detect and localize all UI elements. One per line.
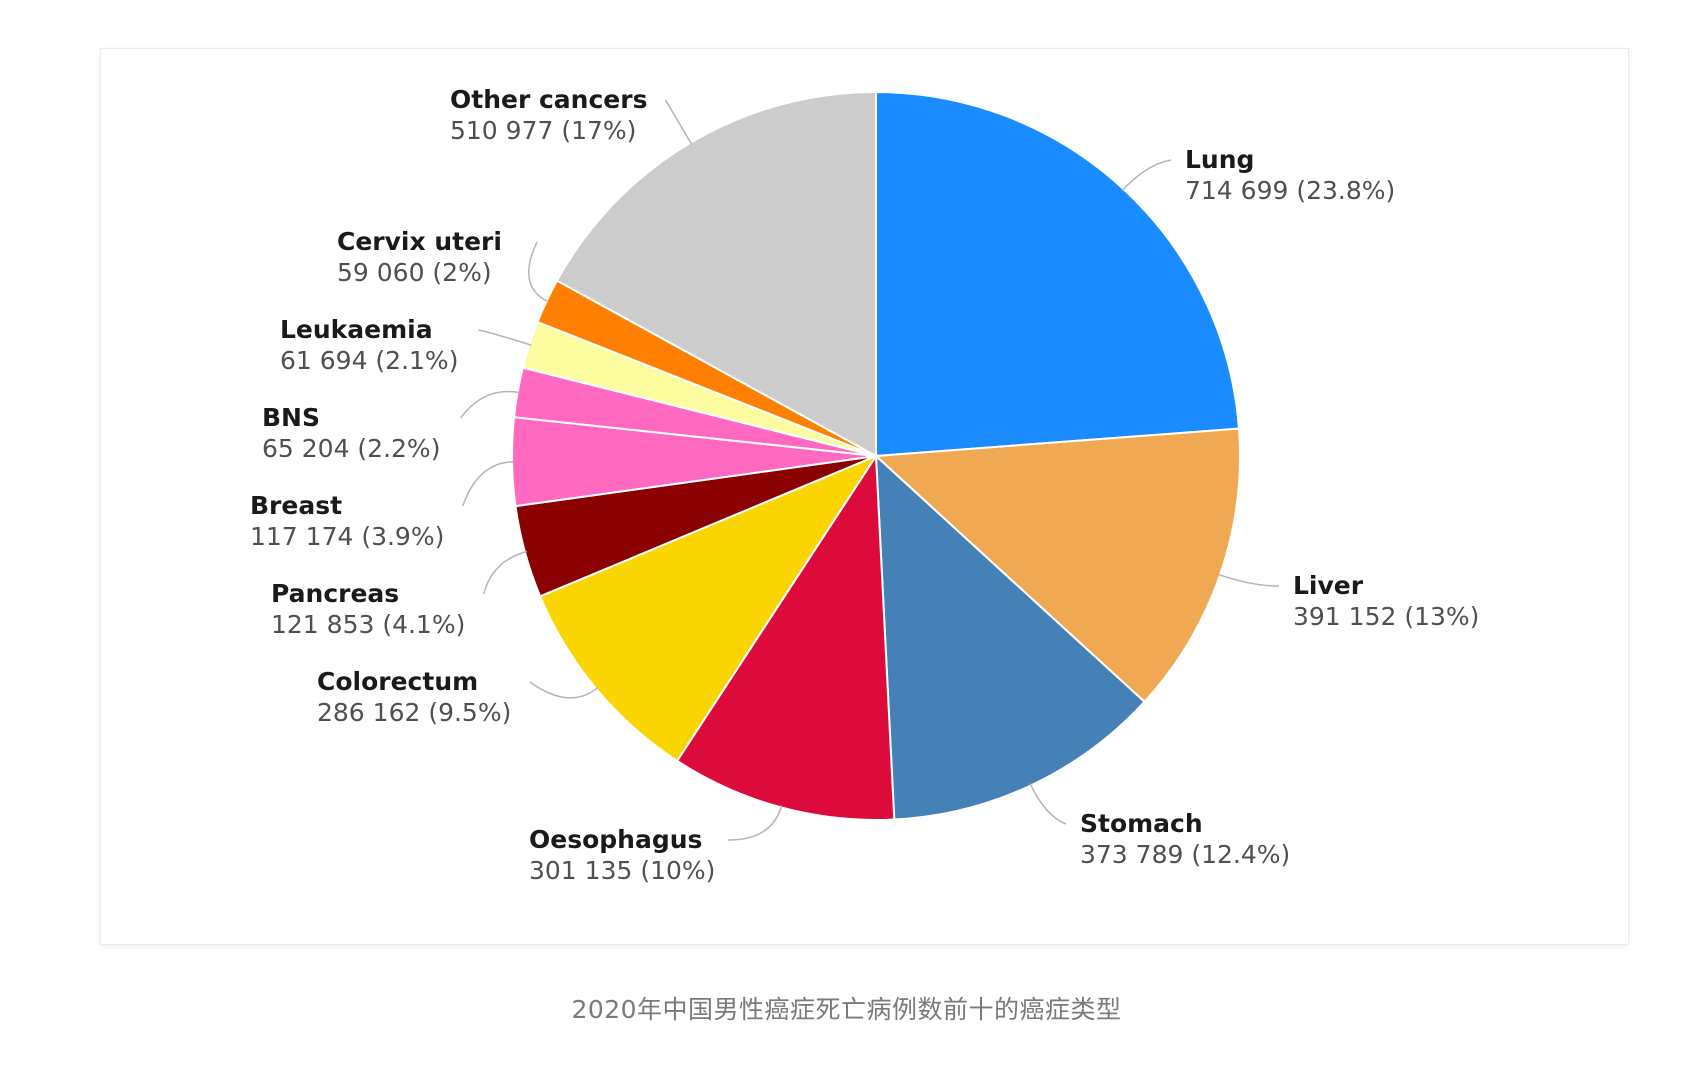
label-value-liver: 391 152 (13%): [1293, 602, 1479, 631]
figure-caption: 2020年中国男性癌症死亡病例数前十的癌症类型: [571, 995, 1122, 1024]
label-name-pancreas: Pancreas: [271, 579, 399, 608]
leader-line-other-cancers: [664, 99, 693, 145]
pie-slices: [511, 90, 1241, 821]
label-value-other-cancers: 510 977 (17%): [450, 116, 636, 145]
leader-line-leukaemia: [478, 329, 532, 346]
label-value-pancreas: 121 853 (4.1%): [271, 610, 465, 639]
label-name-liver: Liver: [1293, 571, 1364, 600]
leader-line-bns: [459, 390, 520, 419]
label-name-stomach: Stomach: [1080, 809, 1203, 838]
label-value-cervix-uteri: 59 060 (2%): [337, 258, 492, 287]
leader-lines: [459, 99, 1280, 841]
label-name-lung: Lung: [1185, 145, 1254, 174]
label-value-stomach: 373 789 (12.4%): [1080, 840, 1290, 869]
leader-line-cervix-uteri: [528, 241, 549, 303]
leader-line-pancreas: [483, 550, 527, 595]
label-value-breast: 117 174 (3.9%): [250, 522, 444, 551]
leader-line-breast: [462, 460, 515, 507]
leader-line-liver: [1217, 573, 1280, 587]
leader-line-stomach: [1029, 783, 1067, 825]
leader-line-colorectum: [529, 681, 599, 699]
label-name-other-cancers: Other cancers: [450, 85, 647, 114]
label-value-colorectum: 286 162 (9.5%): [317, 698, 511, 727]
label-value-bns: 65 204 (2.2%): [262, 434, 440, 463]
label-name-breast: Breast: [250, 491, 342, 520]
label-name-bns: BNS: [262, 403, 320, 432]
label-value-oesophagus: 301 135 (10%): [529, 856, 715, 885]
label-name-colorectum: Colorectum: [317, 667, 478, 696]
leader-line-oesophagus: [727, 805, 783, 841]
label-name-cervix-uteri: Cervix uteri: [337, 227, 502, 256]
label-name-oesophagus: Oesophagus: [529, 825, 702, 854]
leader-line-lung: [1121, 159, 1172, 192]
label-name-leukaemia: Leukaemia: [280, 315, 433, 344]
label-value-leukaemia: 61 694 (2.1%): [280, 346, 458, 375]
label-value-lung: 714 699 (23.8%): [1185, 176, 1395, 205]
